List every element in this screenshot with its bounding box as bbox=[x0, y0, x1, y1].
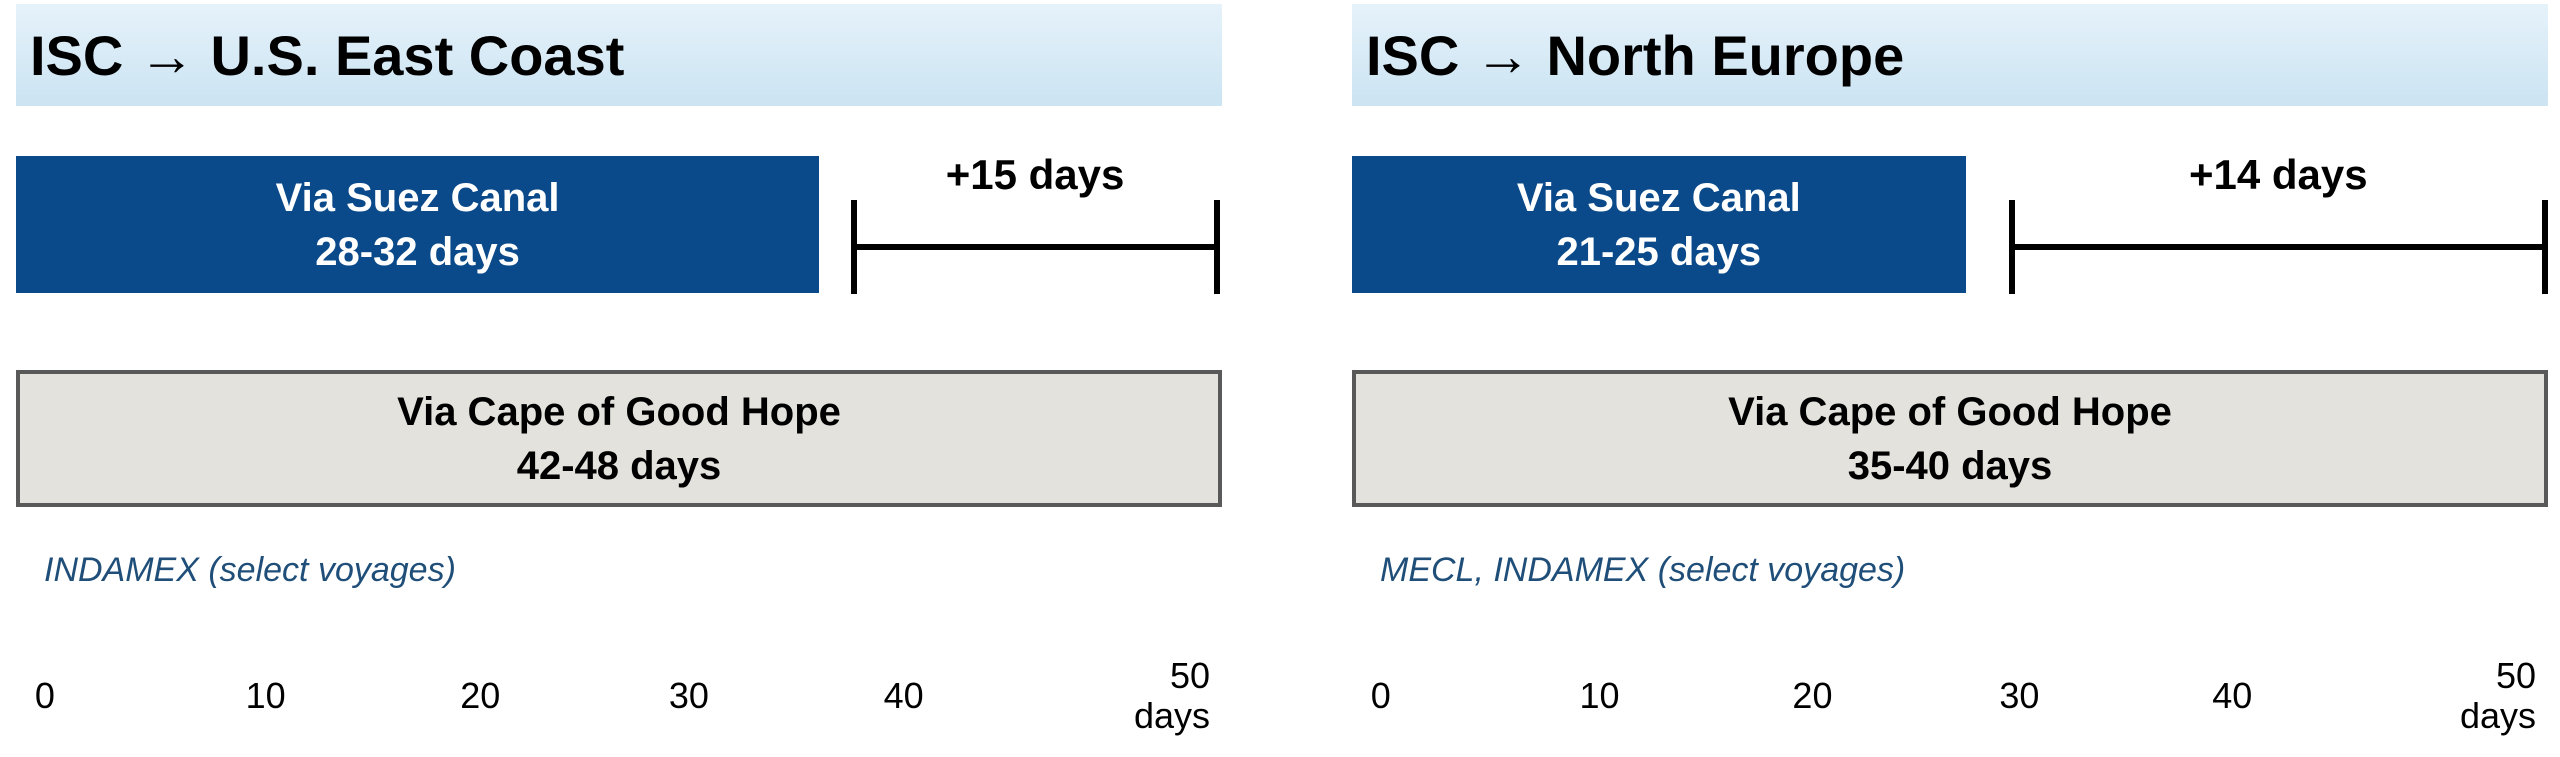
cape-duration-label: 35-40 days bbox=[1847, 443, 2053, 488]
axis-tick-30: 30 bbox=[668, 675, 709, 716]
axis-tick-0: 0 bbox=[1370, 675, 1391, 716]
extra-days-bracket bbox=[850, 200, 1220, 294]
day-axis: 0 10 20 30 40 50 days bbox=[1352, 656, 2548, 756]
service-note: INDAMEX (select voyages) bbox=[44, 551, 456, 589]
axis-tick-30: 30 bbox=[1999, 675, 2040, 716]
axis-tick-40: 40 bbox=[2212, 675, 2253, 716]
panel-title-bar: ISC → North Europe bbox=[1352, 4, 2548, 106]
axis-tick-20: 20 bbox=[460, 675, 501, 716]
cape-of-good-hope-bar: Via Cape of Good Hope 35-40 days bbox=[1352, 370, 2548, 507]
axis-tick-50: 50 bbox=[1169, 655, 1210, 696]
axis-tick-40: 40 bbox=[883, 675, 924, 716]
service-note: MECL, INDAMEX (select voyages) bbox=[1380, 551, 1906, 589]
axis-tick-10: 10 bbox=[1579, 675, 1620, 716]
panel-title: ISC → North Europe bbox=[1366, 23, 1905, 87]
axis-tick-50: 50 bbox=[2495, 655, 2536, 696]
bracket-line bbox=[2008, 244, 2548, 250]
axis-tick-50-days: 50 days bbox=[2460, 656, 2536, 736]
bracket-line bbox=[850, 244, 1220, 250]
day-axis: 0 10 20 30 40 50 days bbox=[16, 656, 1222, 756]
axis-tick-0: 0 bbox=[34, 675, 55, 716]
axis-tick-50-days: 50 days bbox=[1134, 656, 1210, 736]
extra-days-label: +14 days bbox=[2188, 151, 2368, 198]
axis-unit-label: days bbox=[1133, 695, 1210, 736]
panel-isc-us-east-coast: ISC → U.S. East Coast Via Suez Canal 28-… bbox=[16, 0, 1222, 757]
suez-canal-duration-label: 21-25 days bbox=[1556, 229, 1762, 274]
panel-isc-north-europe: ISC → North Europe Via Suez Canal 21-25 … bbox=[1352, 0, 2548, 757]
axis-unit-label: days bbox=[2459, 695, 2536, 736]
extra-days-label: +15 days bbox=[945, 151, 1125, 198]
cape-duration-label: 42-48 days bbox=[516, 443, 722, 488]
suez-canal-duration-label: 28-32 days bbox=[315, 229, 520, 274]
panel-title-bar: ISC → U.S. East Coast bbox=[16, 4, 1222, 106]
suez-canal-route-label: Via Suez Canal bbox=[1516, 175, 1801, 220]
cape-route-label: Via Cape of Good Hope bbox=[397, 389, 841, 434]
suez-canal-route-label: Via Suez Canal bbox=[275, 175, 560, 220]
suez-canal-bar: Via Suez Canal 28-32 days bbox=[16, 156, 820, 293]
cape-of-good-hope-bar: Via Cape of Good Hope 42-48 days bbox=[16, 370, 1222, 507]
axis-tick-20: 20 bbox=[1792, 675, 1833, 716]
extra-days-bracket bbox=[2008, 200, 2548, 294]
cape-route-label: Via Cape of Good Hope bbox=[1728, 389, 2172, 434]
panel-title: ISC → U.S. East Coast bbox=[30, 23, 625, 87]
suez-canal-bar: Via Suez Canal 21-25 days bbox=[1352, 156, 1966, 293]
axis-tick-10: 10 bbox=[245, 675, 286, 716]
bracket-right-tick bbox=[2541, 200, 2548, 294]
bracket-right-tick bbox=[1213, 200, 1220, 294]
